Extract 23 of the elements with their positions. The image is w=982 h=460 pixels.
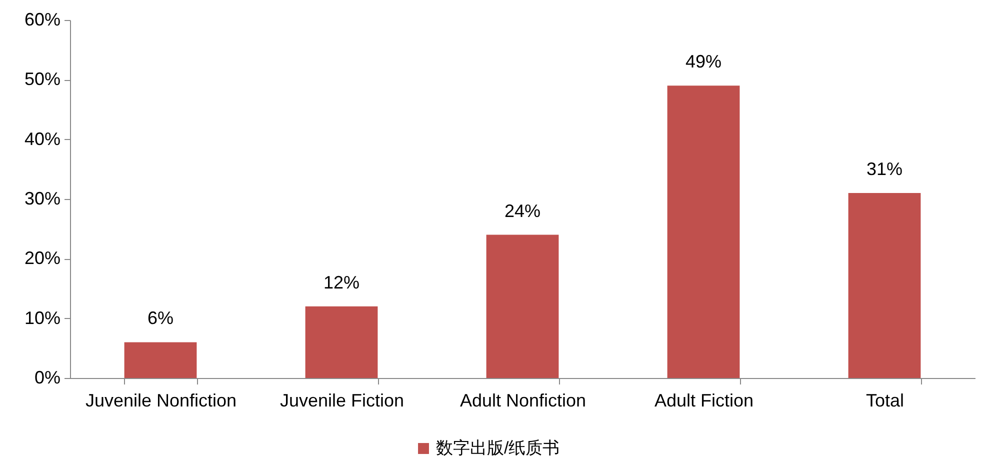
y-tick-label: 40% [24, 128, 60, 149]
y-tick-label: 0% [34, 368, 60, 388]
bar [124, 342, 197, 378]
x-tick-label: Juvenile Nonfiction [85, 390, 237, 410]
data-label: 49% [685, 52, 722, 72]
bar [305, 306, 378, 378]
bar [667, 86, 740, 378]
y-tick-label: 20% [24, 248, 60, 268]
y-tick-label: 30% [24, 188, 60, 208]
bar [486, 234, 559, 378]
y-tick-label: 10% [24, 308, 60, 328]
legend-label: 数字出版/纸质书 [436, 438, 560, 458]
data-label: 31% [866, 159, 903, 180]
data-label: 6% [147, 308, 174, 328]
x-tick-label: Total [866, 390, 904, 410]
x-tick-label: Adult Nonfiction [460, 390, 586, 410]
data-label: 24% [504, 200, 541, 221]
bar [848, 193, 921, 378]
x-tick-label: Adult Fiction [654, 390, 754, 410]
y-tick-label: 50% [24, 69, 60, 90]
y-tick-label: 60% [24, 10, 60, 30]
x-tick-label: Juvenile Fiction [280, 390, 404, 410]
data-label: 12% [323, 272, 360, 292]
